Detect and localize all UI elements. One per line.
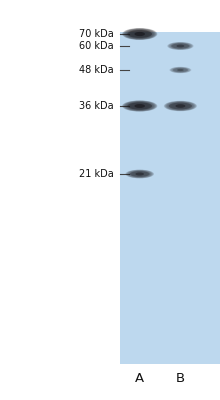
Ellipse shape: [125, 101, 155, 111]
Ellipse shape: [168, 102, 193, 110]
Ellipse shape: [166, 102, 194, 110]
Text: A: A: [135, 372, 144, 384]
Ellipse shape: [134, 104, 145, 108]
Ellipse shape: [169, 103, 192, 109]
Ellipse shape: [129, 170, 150, 178]
Ellipse shape: [126, 170, 153, 178]
Ellipse shape: [127, 30, 152, 38]
Ellipse shape: [166, 101, 195, 111]
Ellipse shape: [134, 32, 145, 36]
Ellipse shape: [122, 100, 157, 112]
Ellipse shape: [128, 30, 151, 38]
Ellipse shape: [170, 43, 190, 49]
Text: 21 kDa: 21 kDa: [79, 169, 113, 179]
Ellipse shape: [170, 67, 191, 73]
Ellipse shape: [172, 67, 189, 73]
Ellipse shape: [128, 102, 151, 110]
Ellipse shape: [122, 28, 157, 40]
Ellipse shape: [126, 29, 154, 39]
Text: 36 kDa: 36 kDa: [79, 101, 113, 111]
Text: 48 kDa: 48 kDa: [79, 65, 113, 75]
Ellipse shape: [124, 28, 156, 40]
Text: 70 kDa: 70 kDa: [79, 29, 113, 39]
Ellipse shape: [125, 170, 154, 178]
Ellipse shape: [127, 102, 152, 110]
Ellipse shape: [126, 102, 153, 110]
Ellipse shape: [126, 101, 154, 111]
Ellipse shape: [123, 28, 156, 40]
Ellipse shape: [127, 170, 153, 178]
Ellipse shape: [176, 45, 184, 47]
Ellipse shape: [169, 102, 192, 110]
Ellipse shape: [176, 104, 185, 108]
Ellipse shape: [128, 170, 152, 178]
Ellipse shape: [170, 43, 191, 49]
Ellipse shape: [171, 67, 190, 73]
Ellipse shape: [167, 102, 194, 110]
Ellipse shape: [127, 30, 152, 38]
Ellipse shape: [124, 101, 156, 111]
Ellipse shape: [177, 69, 184, 71]
Ellipse shape: [170, 67, 190, 73]
Ellipse shape: [125, 29, 155, 39]
Ellipse shape: [123, 101, 156, 111]
Ellipse shape: [168, 42, 193, 50]
Ellipse shape: [169, 42, 192, 50]
Ellipse shape: [130, 171, 150, 177]
Text: 60 kDa: 60 kDa: [79, 41, 113, 51]
Ellipse shape: [128, 170, 151, 178]
Ellipse shape: [169, 42, 192, 50]
Ellipse shape: [173, 68, 188, 72]
Ellipse shape: [127, 102, 152, 110]
Ellipse shape: [164, 101, 197, 111]
Ellipse shape: [169, 67, 191, 73]
Ellipse shape: [126, 29, 153, 39]
Ellipse shape: [171, 43, 190, 49]
Ellipse shape: [130, 171, 150, 177]
Ellipse shape: [136, 172, 144, 176]
Text: B: B: [176, 372, 185, 384]
Bar: [120, 32, 220, 364]
Ellipse shape: [165, 101, 196, 111]
Ellipse shape: [167, 42, 194, 50]
